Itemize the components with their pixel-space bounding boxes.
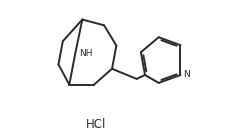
Text: HCl: HCl bbox=[86, 118, 106, 131]
Text: NH: NH bbox=[79, 49, 92, 58]
Text: N: N bbox=[183, 70, 190, 80]
